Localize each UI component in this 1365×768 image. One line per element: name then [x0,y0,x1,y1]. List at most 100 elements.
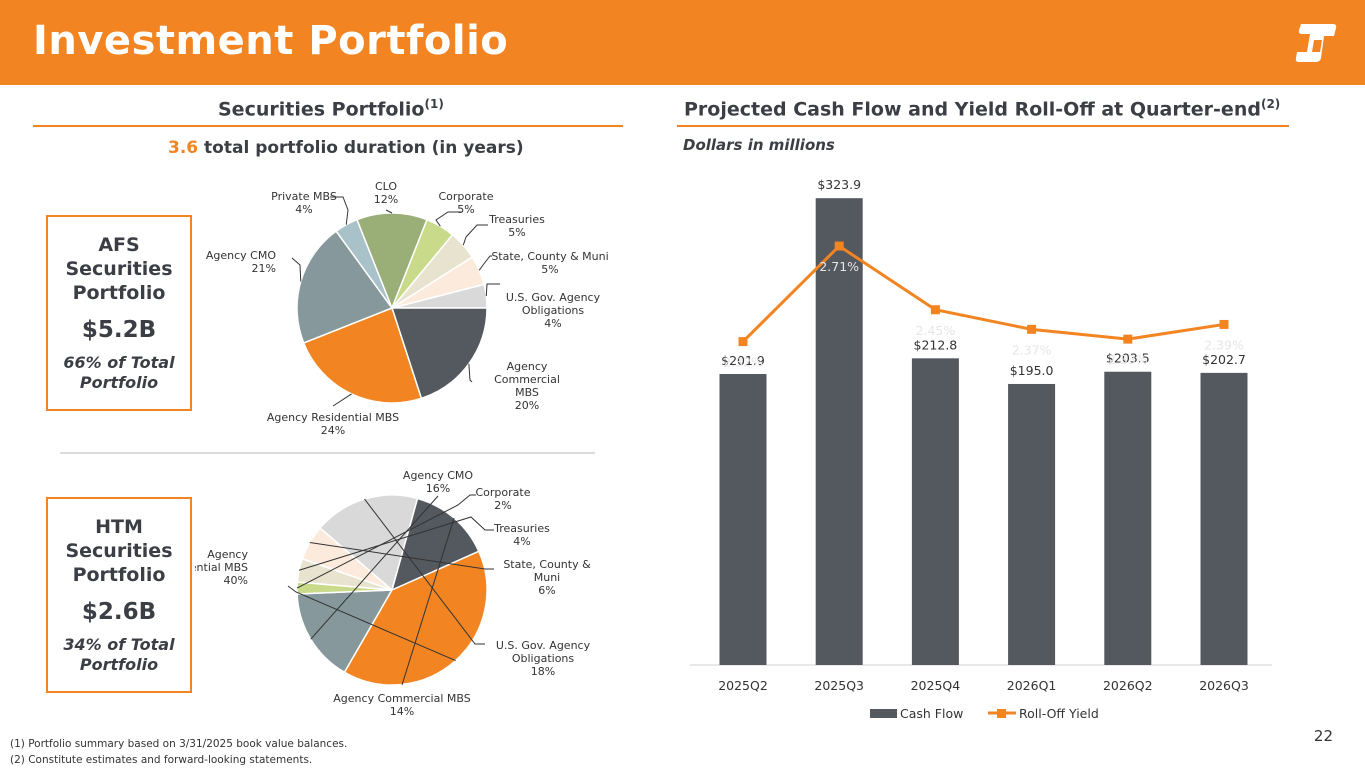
afs-share-line2: Portfolio [79,373,159,392]
bar-cash-flow-2025Q3 [815,198,863,665]
company-logo-icon [1295,24,1337,62]
afs-slice-agency-cmo [296,230,394,344]
afs-label-u-s-gov-agency-obligations: U.S. Gov. Agency Obligations 4% [506,291,601,330]
footnote-ref-2: (2) [1260,97,1281,111]
afs-label-state-county-muni: State, County & Muni 5% [491,250,608,276]
bar-label-2026Q1: $195.0 [1010,363,1054,378]
afs-label-line1: AFS [98,234,140,256]
securities-portfolio-title: Securities Portfolio(1) [218,97,444,120]
yield-point-2026Q3 [1219,319,1229,329]
left-section-rule [33,125,623,127]
afs-label-treasuries: Treasuries 5% [488,213,545,239]
duration-value: 3.6 [168,138,199,158]
category-label-2025Q4: 2025Q4 [911,678,961,693]
afs-slice-clo [356,212,428,311]
htm-label-agency-commercial-mbs: Agency Commercial MBS 14% [333,692,470,718]
cash-flow-title: Projected Cash Flow and Yield Roll-Off a… [684,97,1280,120]
afs-label-agency-residential-mbs: Agency Residential MBS 24% [267,411,399,437]
duration-text: total portfolio duration (in years) [198,138,524,158]
category-label-2025Q2: 2025Q2 [718,678,768,693]
afs-leader-agency-commercial-mbs [468,363,473,383]
yield-label-2026Q2: 2.33% [1108,352,1148,367]
footnotes: (1) Portfolio summary based on 3/31/2025… [10,736,347,768]
yield-point-2025Q2 [738,337,748,347]
htm-label-corporate: Corporate 2% [476,486,531,512]
afs-pie-chart: U.S. Gov. Agency Obligations 4% Agency Comme… [206,180,609,437]
afs-label-corporate: Corporate 5% [439,190,494,216]
afs-label-agency-cmo: Agency CMO 21% [206,249,276,275]
header-bar: Investment Portfolio [0,0,1365,85]
htm-slice-u-s-gov-agency-obligations [319,494,419,592]
footnote-2: (2) Constitute estimates and forward-loo… [10,754,313,766]
afs-amount: $5.2B [81,317,157,343]
yield-label-2025Q2: 2.32% [723,355,763,370]
afs-label-line2: Securities [65,258,173,280]
htm-label-line2: Securities [65,540,173,562]
afs-leader-clo [385,209,393,214]
legend-swatch-cash-flow [870,709,897,718]
htm-leader-corporate [296,494,476,589]
footnote-ref-1: (1) [424,97,444,111]
yield-point-2026Q2 [1123,334,1133,344]
bar-cash-flow-2025Q2 [719,374,767,665]
category-label-2026Q3: 2026Q3 [1199,678,1249,693]
category-label-2025Q3: 2025Q3 [814,678,864,693]
bar-cash-flow-2026Q2 [1104,371,1152,665]
htm-label-state-county-muni: State, County & Muni 6% [503,558,591,597]
footnote-1: (1) Portfolio summary based on 3/31/2025… [10,738,348,750]
yield-point-2025Q3 [834,241,844,251]
bar-label-2026Q3: $202.7 [1202,352,1246,367]
htm-leader-u-s-gov-agency-obligations [364,498,485,645]
afs-leader-private-mbs [330,196,349,225]
afs-label-line3: Portfolio [72,282,166,304]
right-section-rule [677,125,1289,127]
afs-slice-agency-commercial-mbs [390,307,488,400]
legend-label-roll-off-yield: Roll-Off Yield [1019,706,1099,721]
htm-share-line2: Portfolio [79,655,159,674]
legend-label-cash-flow: Cash Flow [900,706,963,721]
htm-label-u-s-gov-agency-obligations: U.S. Gov. Agency Obligations 18% [496,639,591,678]
yield-label-2025Q3: 2.71% [819,259,859,274]
htm-pie-chart: Agency CMO 16% Corporate 2% Treasuries 4% Stat… [195,469,591,718]
category-label-2026Q1: 2026Q1 [1007,678,1057,693]
afs-label-private-mbs: Private MBS 4% [271,190,337,216]
htm-label-line3: Portfolio [72,564,166,586]
portfolio-duration: 3.6 total portfolio duration (in years) [168,138,524,158]
afs-leader-corporate [435,211,462,227]
afs-leader-u-s-gov-agency-obligations [485,283,500,297]
afs-leader-treasuries [462,224,488,246]
htm-leader-treasuries [298,516,494,571]
yield-point-2026Q1 [1027,324,1037,334]
bar-cash-flow-2026Q3 [1200,372,1248,665]
bar-cash-flow-2026Q1 [1008,383,1056,665]
yield-label-2025Q4: 2.45% [916,323,956,338]
pie-divider [60,452,595,454]
htm-share-line1: 34% of Total [63,635,175,654]
htm-summary-box: HTM Securities Portfolio $2.6B 34% of To… [46,497,192,693]
afs-leader-agency-residential-mbs [332,393,352,407]
bar-label-2025Q2: $201.9 [721,353,765,368]
bar-label-2026Q2: $203.5 [1106,351,1150,366]
afs-label-agency-commercial-mbs: Agency Commercial MBS 20% [494,360,560,412]
page-number: 22 [1313,727,1333,745]
chart-legend: Cash Flow Roll-Off Yield [870,706,1099,721]
htm-leader-agency-cmo [310,495,439,640]
afs-label-clo: CLO 12% [374,180,398,206]
yield-point-2025Q4 [930,305,940,315]
htm-label-treasuries: Treasuries 4% [493,522,550,548]
afs-slice-state-county-muni [391,256,485,309]
bar-label-2025Q4: $212.8 [914,337,958,352]
htm-leader-agency-residential-mbs [287,585,456,662]
page-title: Investment Portfolio [33,18,509,64]
htm-label-line1: HTM [95,516,143,538]
htm-amount: $2.6B [81,599,157,625]
securities-portfolio-title-text: Securities Portfolio [218,98,425,121]
dollars-in-millions: Dollars in millions [683,136,835,154]
afs-share-line1: 66% of Total [63,353,175,372]
yield-label-2026Q1: 2.37% [1012,342,1052,357]
htm-leader-state-county-muni [309,542,494,570]
afs-leader-state-county-muni [478,255,492,271]
afs-summary-box: AFS Securities Portfolio $5.2B 66% of To… [46,215,192,411]
category-label-2026Q2: 2026Q2 [1103,678,1153,693]
